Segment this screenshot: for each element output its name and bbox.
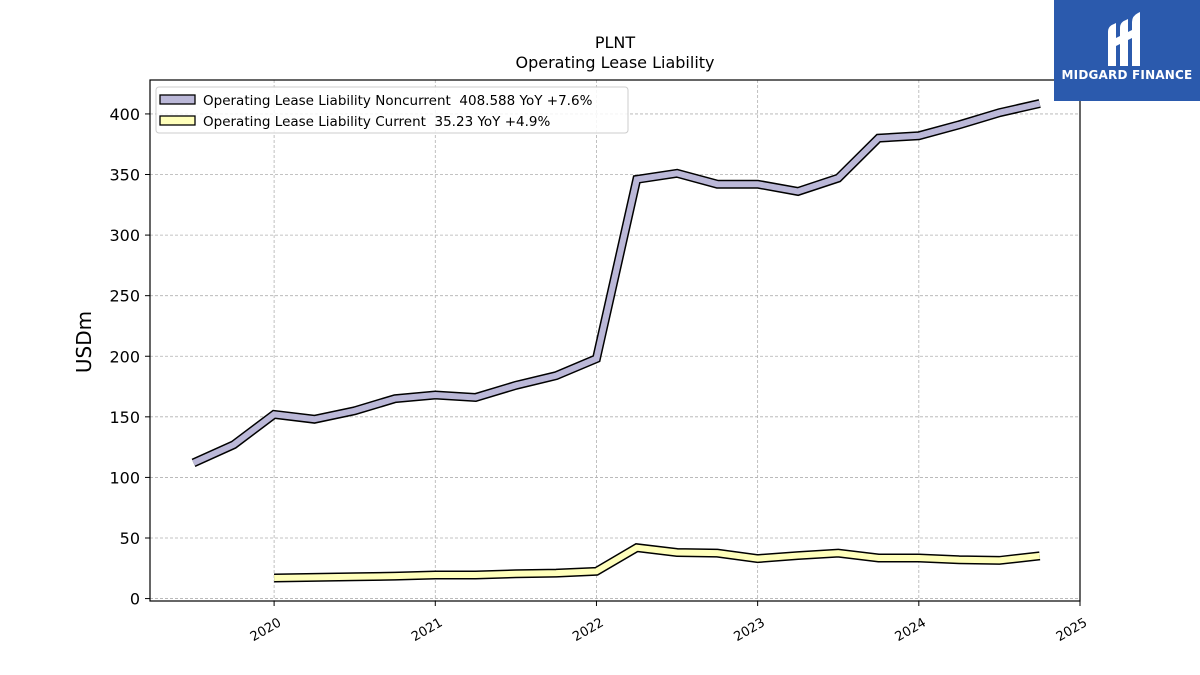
- chart-subtitle: Operating Lease Liability: [515, 53, 714, 72]
- legend-label-noncurrent: Operating Lease Liability Noncurrent 408…: [203, 93, 593, 109]
- y-tick-label: 300: [109, 226, 140, 245]
- x-tick-label: 2022: [570, 615, 606, 645]
- y-axis: 0 50 100 150 200 250 300 350 400: [109, 105, 150, 609]
- y-tick-label: 100: [109, 468, 140, 487]
- legend: Operating Lease Liability Noncurrent 408…: [155, 86, 629, 134]
- x-tick-label: 2023: [731, 615, 767, 645]
- legend-box: [155, 86, 629, 134]
- legend-label-current: Operating Lease Liability Current 35.23 …: [203, 114, 550, 130]
- y-tick-label: 0: [130, 590, 140, 609]
- grid: [150, 80, 1081, 601]
- y-tick-label: 200: [109, 347, 140, 366]
- y-tick-label: 250: [109, 287, 140, 306]
- series-0-outline: [191, 99, 1041, 467]
- series-lines: [191, 99, 1041, 583]
- brand-logo: MIDGARD FINANCE: [1054, 0, 1200, 101]
- x-tick-label: 2024: [893, 615, 929, 645]
- x-axis: 2020 2021 2022 2023 2024 2025: [248, 601, 1090, 645]
- midgard-logo-icon: [1108, 12, 1140, 66]
- series-0-line: [192, 100, 1041, 466]
- x-tick-label: 2025: [1054, 615, 1090, 645]
- plot-frame: [149, 79, 1081, 602]
- legend-swatch-noncurrent: [159, 94, 196, 105]
- y-axis-label: USDm: [72, 311, 96, 373]
- y-tick-label: 400: [109, 105, 140, 124]
- y-tick-label: 150: [109, 408, 140, 427]
- legend-swatch-current: [159, 115, 196, 126]
- x-tick-label: 2021: [409, 615, 445, 645]
- brand-name: MIDGARD FINANCE: [1061, 68, 1193, 82]
- y-tick-label: 350: [109, 166, 140, 185]
- y-tick-label: 50: [120, 529, 140, 548]
- chart-title: PLNT: [595, 33, 636, 52]
- series-1-line: [274, 544, 1041, 581]
- x-tick-label: 2020: [248, 615, 284, 645]
